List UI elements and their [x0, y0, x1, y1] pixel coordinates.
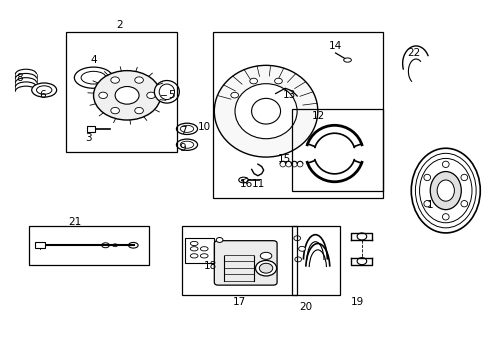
Text: 10: 10 [198, 122, 210, 132]
Ellipse shape [436, 180, 453, 201]
Ellipse shape [37, 86, 52, 94]
Text: 14: 14 [328, 41, 342, 51]
Ellipse shape [159, 84, 174, 100]
Ellipse shape [238, 177, 248, 183]
Ellipse shape [176, 123, 197, 135]
Ellipse shape [356, 258, 366, 265]
Ellipse shape [154, 81, 179, 103]
FancyBboxPatch shape [214, 241, 277, 285]
Ellipse shape [200, 254, 208, 258]
Ellipse shape [460, 174, 467, 181]
Ellipse shape [423, 174, 430, 181]
Text: 2: 2 [116, 20, 123, 30]
Text: 3: 3 [85, 133, 92, 143]
Bar [182, 226, 297, 294]
Text: 11: 11 [252, 179, 265, 189]
Ellipse shape [99, 92, 107, 99]
Ellipse shape [415, 153, 475, 228]
Ellipse shape [190, 254, 198, 258]
Text: 6: 6 [39, 90, 45, 100]
Ellipse shape [115, 86, 139, 104]
Ellipse shape [111, 107, 119, 114]
Text: 18: 18 [203, 261, 217, 271]
Text: 7: 7 [180, 126, 186, 136]
Ellipse shape [298, 246, 305, 251]
Ellipse shape [81, 71, 106, 84]
Ellipse shape [255, 260, 276, 276]
Text: 12: 12 [311, 112, 324, 121]
Ellipse shape [442, 161, 448, 167]
Bar [184, 238, 214, 263]
Ellipse shape [200, 247, 208, 251]
Ellipse shape [251, 98, 280, 124]
Text: 20: 20 [299, 302, 312, 312]
Ellipse shape [190, 242, 198, 246]
Text: 17: 17 [233, 297, 246, 307]
Ellipse shape [180, 141, 193, 148]
Ellipse shape [235, 84, 297, 139]
Text: 16: 16 [239, 179, 252, 189]
Ellipse shape [216, 238, 223, 242]
Ellipse shape [356, 233, 366, 240]
Ellipse shape [102, 243, 109, 248]
Text: 13: 13 [282, 90, 295, 100]
Ellipse shape [180, 125, 193, 132]
Text: 1: 1 [426, 200, 432, 210]
Bar [87, 126, 95, 132]
Ellipse shape [423, 201, 430, 207]
Ellipse shape [259, 263, 272, 273]
Ellipse shape [93, 71, 161, 120]
Ellipse shape [249, 78, 257, 84]
Text: 9: 9 [180, 143, 186, 153]
Bar [292, 226, 340, 294]
Ellipse shape [410, 148, 479, 233]
Ellipse shape [274, 78, 282, 84]
Bar [213, 32, 383, 198]
Text: 19: 19 [350, 297, 363, 307]
Ellipse shape [460, 201, 467, 207]
Ellipse shape [419, 158, 471, 223]
Text: 21: 21 [68, 217, 81, 227]
Ellipse shape [74, 67, 112, 88]
Ellipse shape [294, 257, 301, 262]
Ellipse shape [32, 83, 57, 97]
Ellipse shape [230, 92, 238, 98]
Ellipse shape [190, 247, 198, 251]
Bar [292, 109, 383, 190]
Ellipse shape [442, 213, 448, 220]
Ellipse shape [293, 236, 300, 241]
Text: 5: 5 [167, 90, 174, 100]
Ellipse shape [146, 92, 155, 99]
Text: 8: 8 [16, 73, 22, 83]
Ellipse shape [135, 107, 143, 114]
Ellipse shape [135, 77, 143, 83]
Text: 22: 22 [407, 48, 420, 58]
Ellipse shape [176, 139, 197, 150]
Bar [66, 32, 177, 152]
Ellipse shape [111, 77, 119, 83]
Ellipse shape [128, 242, 138, 248]
Bar [29, 226, 148, 265]
Ellipse shape [214, 66, 317, 157]
Text: 15: 15 [278, 154, 291, 164]
Ellipse shape [343, 58, 351, 62]
Bar [35, 242, 44, 248]
Text: 4: 4 [90, 55, 97, 65]
Ellipse shape [112, 244, 117, 247]
Ellipse shape [260, 252, 271, 259]
Ellipse shape [429, 171, 460, 210]
